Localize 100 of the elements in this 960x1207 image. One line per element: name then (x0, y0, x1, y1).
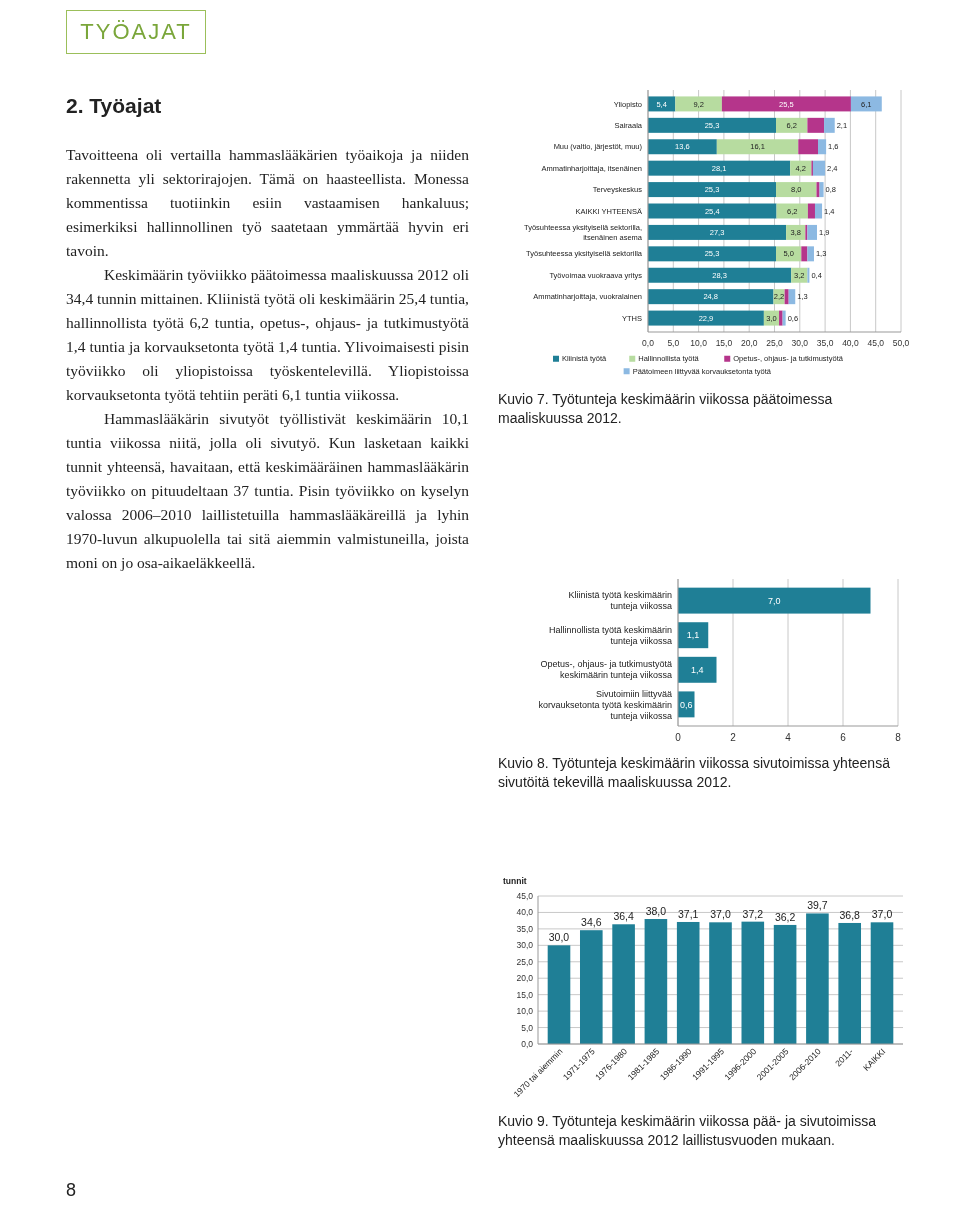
data-label: 37,2 (742, 907, 764, 920)
y-tick-label: Opetus-, ohjaus- ja tutkimustyötä keskimäärin tunteja viikossa (540, 659, 672, 681)
data-label: 39,7 (807, 899, 828, 912)
y-tick-label: 20,0 (516, 973, 534, 984)
bar (648, 117, 777, 133)
y-tick-label: 5,0 (521, 1022, 534, 1033)
bar (801, 246, 808, 262)
text: 8 (66, 1180, 77, 1201)
bar (805, 224, 808, 240)
data-label: 37,0 (871, 908, 893, 921)
bar (807, 246, 814, 262)
bar (814, 203, 823, 219)
x-tick-label: 25,0 (766, 337, 784, 348)
bar (806, 913, 829, 1044)
bar (798, 139, 819, 155)
bar (676, 921, 700, 1044)
data-label: 1,1 (686, 630, 700, 641)
y-tick-label: Sivutoimiin liittyvää korvauksetonta työtä keskimäärin tunteja viikossa (538, 688, 672, 721)
x-tick-label: 20,0 (740, 337, 758, 348)
bar (838, 922, 862, 1044)
bar (807, 267, 810, 283)
bar (644, 919, 668, 1044)
y-tick-label: 15,0 (516, 989, 534, 1000)
bar (648, 203, 777, 219)
x-tick-label: 15,0 (715, 337, 733, 348)
x-tick-label: 5,0 (667, 337, 680, 348)
bar (784, 289, 789, 305)
x-tick-label: 4 (785, 732, 792, 743)
x-tick-label: 10,0 (690, 337, 708, 348)
bar (818, 139, 827, 155)
bar (819, 182, 824, 198)
text: Tavoitteena oli vertailla hammaslääkärien työaikoja ja niiden rakennetta yli sektorirajojen. Tämä on haasteellista. Monessa kommentissa tuotiinkin esiin vastaamisen hankaluus; esimerkiksi hallinnollinen työ saatetaan ymmärtää hyvin eri tavoin. (66, 145, 469, 261)
text: Kuvio 7. Työtunteja keskimäärin viikossa päätoimessa maaliskuussa 2012. (498, 390, 834, 428)
bar (579, 930, 603, 1044)
bar (648, 182, 777, 198)
bar (776, 182, 817, 198)
data-label: 7,0 (767, 595, 781, 606)
data-label: 36,2 (774, 910, 796, 923)
bar (678, 622, 709, 649)
y-tick-label: 35,0 (516, 923, 534, 934)
x-tick-label: 50,0 (892, 337, 910, 348)
y-tick-label: 45,0 (516, 890, 534, 901)
x-tick-label: 30,0 (791, 337, 809, 348)
bar (824, 117, 835, 133)
bar (547, 945, 571, 1044)
data-label: 1,4 (690, 664, 704, 675)
y-tick-label: 30,0 (516, 940, 534, 951)
data-label: 36,8 (839, 908, 861, 921)
bar (648, 246, 777, 262)
x-tick-label: 8 (895, 732, 902, 743)
bar (648, 224, 787, 240)
x-tick-label: 45,0 (867, 337, 885, 348)
bar (648, 289, 774, 305)
y-axis-title: tunnit (503, 876, 527, 886)
data-label: 36,4 (613, 910, 634, 923)
y-tick-label: 40,0 (516, 907, 534, 918)
bar (816, 182, 820, 198)
y-tick-label: Kliinistä työtä keskimäärin tunteja viikossa (568, 590, 672, 612)
text: Kuvio 9. Työtunteja keskimäärin viikossa pää- ja sivutoimissa yhteensä maaliskuussa 2012 laillistusvuoden mukaan. (498, 1112, 877, 1150)
x-tick-label: 0 (675, 732, 682, 743)
bar (812, 160, 826, 176)
y-tick-label: 25,0 (516, 956, 534, 967)
bar (741, 921, 765, 1044)
bar (675, 96, 722, 112)
bar (648, 310, 764, 326)
y-tick-label: Hallinnollista työtä keskimäärin tunteja viikossa (548, 624, 672, 646)
text: 2. Työajat (66, 94, 162, 118)
bar (807, 224, 817, 240)
bar (870, 922, 894, 1044)
data-label: 38,0 (645, 905, 667, 918)
text: Keskimäärin työviikko päätoimessa maaliskuussa 2012 oli 34,4 tunnin mittainen. Kliinistä työtä oli keskimäärin 25,4 tuntia, hallinnollista työtä 6,2 tuntia, opetus-, ohjaus- ja tutkimustyötä 1,4 tuntia ja korvauksetonta työtä 1,4 tuntia. Ylivoimaisesti pisin työviikko oli yliopistoissa työskentelevillä. Yliopistoissa korvauksetonta työtä tehtiin peräti 6,1 tuntia viikossa. (66, 265, 469, 405)
bar (678, 587, 871, 614)
bar (807, 117, 825, 133)
x-tick-label: 0,0 (642, 337, 655, 348)
text: TYÖAJAT (66, 10, 206, 54)
bar (648, 139, 717, 155)
x-tick-label: 2 (730, 732, 737, 743)
bar (709, 922, 732, 1044)
data-label: 34,6 (581, 916, 602, 929)
bar (776, 117, 808, 133)
bar (612, 924, 635, 1044)
bar (648, 267, 792, 283)
bar (721, 96, 851, 112)
data-label: 37,1 (677, 907, 699, 920)
x-tick-label: 35,0 (816, 337, 834, 348)
bar (850, 96, 882, 112)
bar (807, 203, 815, 219)
text: Hammaslääkärin sivutyöt työllistivät keskimäärin 10,1 tuntia viikossa niitä, jolla oli sivutyö. Kun lasketaan kaikki tunnit yhteensä, havaitaan, että keskimääräinen hammaslääkärin työviikko on pituudeltaan 37 tuntia. Pisin työviikko on kyselyn valossa 2006–2010 laillistetuilla hammaslääkäreillä ja lyhin 1970-luvun alkupuolella tai sitä aiemmin valmistuneilla, joista moni on jo osa-aikaeläkkeellä. (66, 409, 469, 573)
x-tick-label: 40,0 (842, 337, 859, 348)
bar (678, 656, 717, 683)
y-tick-label: 10,0 (516, 1006, 534, 1017)
data-label: 37,0 (710, 908, 731, 921)
x-tick-label: 6 (840, 732, 847, 743)
data-label: 0,6 (679, 699, 693, 710)
bar (716, 139, 799, 155)
bar (648, 160, 791, 176)
bar (773, 924, 797, 1044)
bar (788, 289, 796, 305)
y-tick-label: 0,0 (521, 1038, 534, 1049)
text: Kuvio 8. Työtunteja keskimäärin viikossa sivutoimissa yhteensä sivutöitä tekevillä maaliskuussa 2012. (498, 754, 891, 792)
